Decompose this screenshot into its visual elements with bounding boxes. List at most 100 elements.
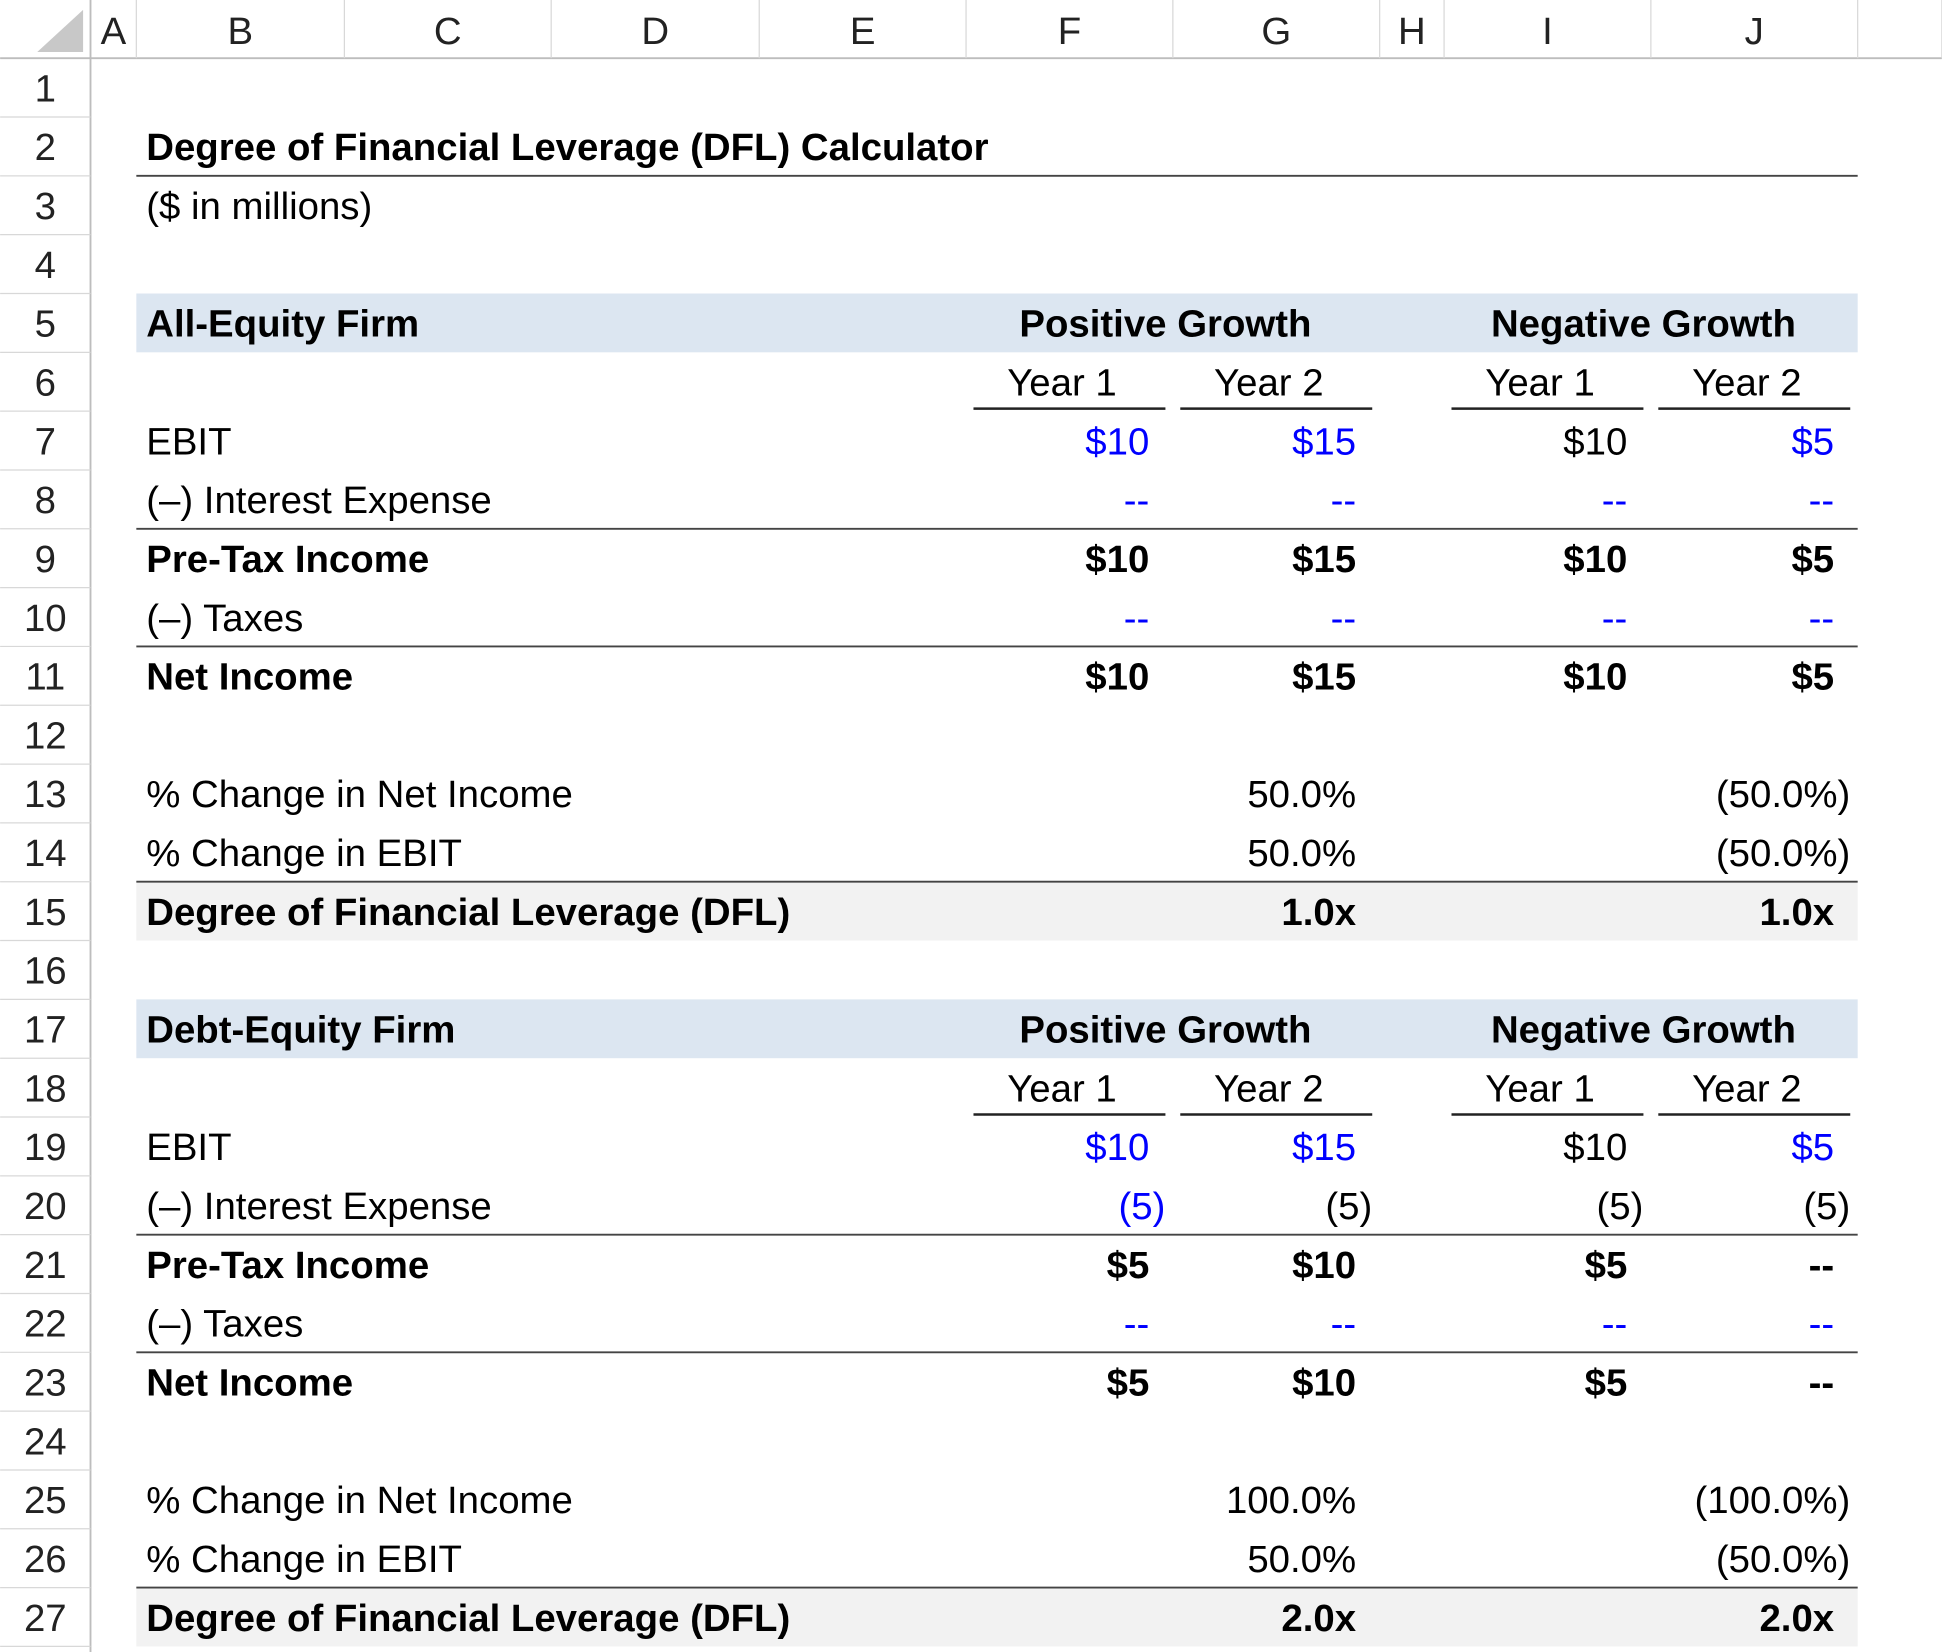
- cell-value: $10: [1085, 420, 1149, 463]
- row-label: EBIT: [146, 420, 231, 463]
- cell-value: $10: [1563, 420, 1627, 463]
- row-number: 1: [35, 67, 56, 110]
- cell-value: --: [1602, 1303, 1628, 1346]
- row-number: 21: [24, 1244, 67, 1287]
- cell-value: $10: [1085, 538, 1149, 581]
- cell-value: 1.0x: [1759, 891, 1834, 934]
- year-header: Year 2: [1692, 1067, 1802, 1110]
- cell-value: --: [1331, 597, 1357, 640]
- row-number: 3: [35, 185, 56, 228]
- subtitle: ($ in millions): [146, 185, 372, 228]
- column-header: E: [850, 10, 876, 53]
- row-label: % Change in Net Income: [146, 773, 573, 816]
- cell-value: $5: [1791, 1126, 1834, 1169]
- cell-value: (100.0%): [1695, 1479, 1851, 1522]
- row-label: % Change in EBIT: [146, 832, 462, 875]
- column-header: C: [434, 10, 462, 53]
- row-number: 6: [35, 361, 56, 404]
- row-number: 4: [35, 244, 56, 287]
- cell-value: $5: [1107, 1244, 1150, 1287]
- row-number: 22: [24, 1303, 67, 1346]
- column-header: G: [1261, 10, 1291, 53]
- row-number: 8: [35, 479, 56, 522]
- row-number: 24: [24, 1420, 67, 1463]
- column-header-bar: [0, 0, 1942, 59]
- cell-value: $5: [1585, 1361, 1628, 1404]
- cell-value: (5): [1325, 1185, 1372, 1228]
- column-header: B: [228, 10, 254, 53]
- group-header: Positive Growth: [1019, 1009, 1311, 1052]
- year-header: Year 2: [1214, 1067, 1324, 1110]
- column-header: A: [101, 10, 127, 53]
- group-header: Negative Growth: [1491, 303, 1796, 346]
- column-header: J: [1745, 10, 1764, 53]
- cell-value: $10: [1085, 1126, 1149, 1169]
- cell-value: (5): [1119, 1185, 1166, 1228]
- section-title: All-Equity Firm: [146, 303, 419, 346]
- year-header: Year 1: [1007, 361, 1117, 404]
- row-label: Net Income: [146, 656, 353, 699]
- cell-value: (50.0%): [1716, 1538, 1850, 1581]
- cell-value: $15: [1292, 656, 1356, 699]
- dfl-fill: [136, 1587, 1858, 1647]
- cell-value: 2.0x: [1759, 1597, 1834, 1640]
- row-header-bar: [0, 58, 91, 1652]
- cell-value: (50.0%): [1716, 773, 1850, 816]
- row-label: Net Income: [146, 1361, 353, 1404]
- row-label: Degree of Financial Leverage (DFL): [146, 891, 790, 934]
- cell-value: $10: [1563, 656, 1627, 699]
- cell-value: $10: [1563, 1126, 1627, 1169]
- year-header: Year 2: [1692, 361, 1802, 404]
- cell-value: 50.0%: [1247, 773, 1356, 816]
- cell-value: $15: [1292, 420, 1356, 463]
- column-header: H: [1398, 10, 1426, 53]
- cell-value: --: [1124, 1303, 1150, 1346]
- cell-value: $5: [1791, 420, 1834, 463]
- row-label: (–) Taxes: [146, 597, 303, 640]
- row-number: 13: [24, 773, 67, 816]
- column-header: F: [1058, 10, 1081, 53]
- cell-value: $10: [1085, 656, 1149, 699]
- cell-value: --: [1809, 1361, 1835, 1404]
- cell-value: $10: [1563, 538, 1627, 581]
- row-number: 18: [24, 1067, 67, 1110]
- row-number: 26: [24, 1538, 67, 1581]
- row-label: % Change in EBIT: [146, 1538, 462, 1581]
- row-label: Pre-Tax Income: [146, 1244, 429, 1287]
- cell-value: $5: [1791, 656, 1834, 699]
- group-header: Negative Growth: [1491, 1009, 1796, 1052]
- row-number: 20: [24, 1185, 67, 1228]
- cell-value: $10: [1292, 1361, 1356, 1404]
- row-number: 10: [24, 597, 67, 640]
- section-header-fill: [136, 999, 1858, 1059]
- row-number: 25: [24, 1479, 67, 1522]
- year-header: Year 1: [1007, 1067, 1117, 1110]
- row-label: Degree of Financial Leverage (DFL): [146, 1597, 790, 1640]
- cell-value: 50.0%: [1247, 1538, 1356, 1581]
- cell-value: --: [1602, 479, 1628, 522]
- cell-value: (50.0%): [1716, 832, 1850, 875]
- cell-value: --: [1331, 1303, 1357, 1346]
- column-header: D: [641, 10, 669, 53]
- row-number: 16: [24, 950, 67, 993]
- cell-value: --: [1602, 597, 1628, 640]
- dfl-fill: [136, 881, 1858, 941]
- row-number: 2: [35, 126, 56, 169]
- cell-value: (5): [1803, 1185, 1850, 1228]
- row-number: 7: [35, 420, 56, 463]
- year-header: Year 1: [1485, 361, 1595, 404]
- row-label: (–) Taxes: [146, 1303, 303, 1346]
- row-number: 12: [24, 714, 67, 757]
- row-number: 19: [24, 1126, 67, 1169]
- cell-value: $15: [1292, 1126, 1356, 1169]
- row-label: % Change in Net Income: [146, 1479, 573, 1522]
- title: Degree of Financial Leverage (DFL) Calcu…: [146, 126, 988, 169]
- row-number: 23: [24, 1361, 67, 1404]
- year-header: Year 2: [1214, 361, 1324, 404]
- group-header: Positive Growth: [1019, 303, 1311, 346]
- cell-value: $5: [1107, 1361, 1150, 1404]
- row-label: (–) Interest Expense: [146, 1185, 492, 1228]
- cell-value: --: [1124, 597, 1150, 640]
- cell-value: $5: [1585, 1244, 1628, 1287]
